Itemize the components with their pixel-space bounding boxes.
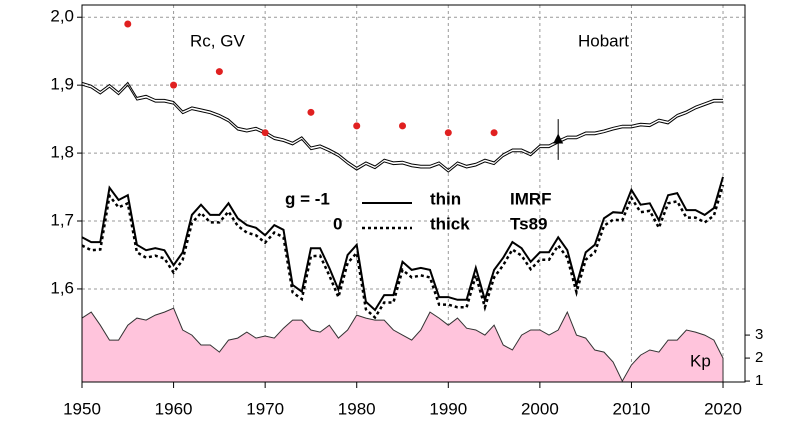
y-tick-label: 1,8 [50, 143, 74, 162]
x-tick-label: 1990 [429, 399, 467, 418]
y-tick-label: 1,6 [50, 278, 74, 297]
y2-tick-label: 3 [755, 326, 763, 343]
x-tick-label: 1960 [155, 399, 193, 418]
x-tick-label: 2020 [704, 399, 742, 418]
point [307, 108, 315, 116]
triangle-marker [553, 133, 564, 144]
line [81, 84, 723, 173]
legend-text: g = -1 [285, 189, 330, 208]
x-tick-label: 2010 [613, 399, 651, 418]
annotation: Rc, GV [190, 31, 245, 50]
y-tick-label: 2,0 [50, 7, 74, 26]
y2-tick-label: 2 [755, 349, 763, 366]
x-tick-label: 1950 [63, 399, 101, 418]
y-tick-label: 1,7 [50, 210, 74, 229]
line [81, 184, 725, 320]
line [81, 81, 723, 171]
y-tick-label: 1,9 [50, 75, 74, 94]
kp-area [81, 307, 724, 383]
legend-text: Ts89 [510, 214, 548, 233]
point [353, 122, 361, 130]
point [444, 129, 452, 137]
point [124, 20, 132, 28]
x-tick-label: 1970 [246, 399, 284, 418]
y2-tick-label: 1 [755, 372, 763, 389]
annotation: Hobart [578, 31, 629, 50]
point [399, 122, 407, 130]
x-tick-label: 1980 [338, 399, 376, 418]
point [215, 68, 223, 76]
legend-text: 0 [333, 214, 342, 233]
point [170, 81, 178, 89]
point [261, 129, 269, 137]
legend-text: IMRF [510, 189, 552, 208]
point [490, 129, 498, 137]
line [81, 176, 724, 312]
legend-text: thin [430, 189, 461, 208]
x-tick-label: 2000 [521, 399, 559, 418]
plot-frame [81, 4, 746, 383]
annotation: Kp [690, 351, 711, 370]
legend-text: thick [430, 214, 470, 233]
